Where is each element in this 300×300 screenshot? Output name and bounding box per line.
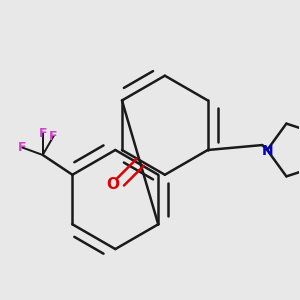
Text: F: F (38, 127, 47, 140)
Text: F: F (49, 130, 58, 142)
Text: F: F (18, 141, 26, 154)
Text: N: N (261, 144, 273, 158)
Text: O: O (106, 178, 119, 193)
